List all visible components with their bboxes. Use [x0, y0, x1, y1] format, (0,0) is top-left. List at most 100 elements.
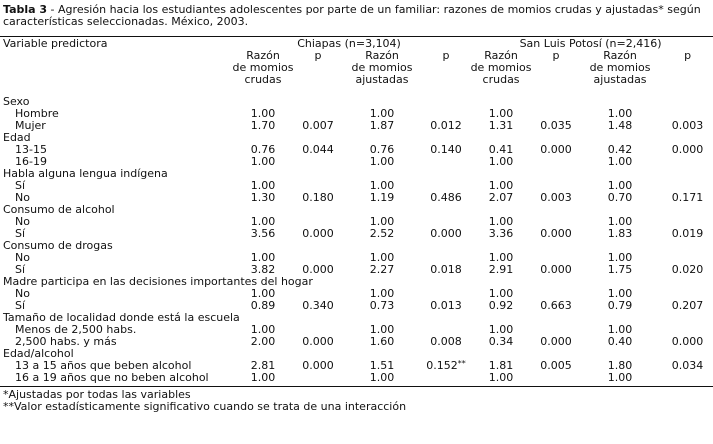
header-adjusted-or: Razón: [603, 49, 637, 62]
p-value-cell: 0.000: [540, 335, 572, 348]
p-value-cell: 0.018: [430, 263, 462, 276]
group-label: Edad/alcohol: [3, 347, 74, 360]
header-p: [534, 74, 578, 86]
odds-ratio-cell: 1.00: [250, 323, 276, 336]
header-crude-or: Razón: [484, 49, 518, 62]
group-label: Madre participa en las decisiones import…: [3, 275, 313, 288]
data-table: Variable predictora Chiapas (n=3,104) Sa…: [0, 38, 713, 384]
caption-text: - Agresión hacia los estudiantes adolesc…: [3, 3, 701, 28]
table-row: Sí 3.56 0.000 2.52 0.000 3.36 0.000 1.83 0.019: [0, 228, 713, 240]
table-row: No 1.30 0.180 1.19 0.486 2.07 0.003 0.70 0.171: [0, 192, 713, 204]
group-label: Habla alguna lengua indígena: [3, 167, 168, 180]
header-group-chiapas: Chiapas (n=3,104): [297, 37, 401, 50]
odds-ratio-cell: 3.36: [488, 227, 514, 240]
header-p: [296, 62, 340, 74]
odds-ratio-cell: 2.81: [250, 359, 276, 372]
odds-ratio-cell: 0.76: [250, 143, 276, 156]
p-value-cell: 0.000: [540, 227, 572, 240]
header-p: [424, 74, 468, 86]
p-value-cell: 0.005: [540, 359, 572, 372]
odds-ratio-cell: 1.00: [488, 287, 514, 300]
p-value-cell: 0.207: [671, 299, 704, 312]
odds-ratio-cell: 1.70: [250, 119, 276, 132]
group-label: Consumo de alcohol: [3, 203, 115, 216]
row-label: No: [15, 251, 30, 264]
group-label: Consumo de drogas: [3, 239, 113, 252]
footnote-adjusted: *Ajustadas por todas las variables: [3, 388, 191, 401]
odds-ratio-cell: 2.52: [369, 227, 395, 240]
p-value-cell: 0.663: [540, 299, 572, 312]
header-p: [662, 74, 713, 86]
row-label: Sí: [15, 227, 26, 240]
odds-ratio-cell: 1.00: [250, 371, 276, 384]
table-label: Tabla 3: [3, 3, 48, 16]
odds-ratio-cell: 1.00: [250, 107, 276, 120]
table-row: Sí 1.00 1.00 1.00 1.00: [0, 180, 713, 192]
odds-ratio-cell: 1.00: [607, 287, 633, 300]
header-spacer: [0, 50, 230, 62]
row-label: 2,500 habs. y más: [15, 335, 117, 348]
table-row: Sí 0.89 0.340 0.73 0.013 0.92 0.663 0.79 0.207: [0, 300, 713, 312]
table-row: Menos de 2,500 habs. 1.00 1.00 1.00 1.00: [0, 324, 713, 336]
odds-ratio-cell: 2.91: [488, 263, 514, 276]
odds-ratio-cell: 1.00: [369, 155, 395, 168]
odds-ratio-cell: 1.00: [488, 251, 514, 264]
row-label: Sí: [15, 299, 26, 312]
table-row: 16-19 1.00 1.00 1.00 1.00: [0, 156, 713, 168]
top-rule: [0, 36, 713, 37]
p-value-cell: 0.340: [302, 299, 334, 312]
header-crude-or: crudas: [244, 73, 282, 86]
p-value-cell: 0.007: [302, 119, 334, 132]
row-label: 16 a 19 años que no beben alcohol: [15, 371, 209, 384]
table-row: No 1.00 1.00 1.00 1.00: [0, 216, 713, 228]
row-label: 13 a 15 años que beben alcohol: [15, 359, 192, 372]
header-p: [296, 74, 340, 86]
group-row: Consumo de alcohol: [0, 204, 713, 216]
p-value-cell: 0.171: [671, 191, 704, 204]
p-value-cell: 0.000: [671, 143, 704, 156]
header-p: p: [314, 49, 322, 62]
row-label: Menos de 2,500 habs.: [15, 323, 137, 336]
odds-ratio-cell: 0.34: [488, 335, 514, 348]
odds-ratio-cell: 1.00: [369, 371, 395, 384]
p-value-cell: [534, 372, 578, 384]
p-value-cell: 0.000: [302, 359, 334, 372]
p-value-cell: 0.034: [671, 359, 704, 372]
row-label: 13-15: [15, 143, 47, 156]
header-adjusted-or: ajustadas: [355, 73, 409, 86]
odds-ratio-cell: 1.00: [607, 371, 633, 384]
p-value-cell: 0.044: [302, 143, 334, 156]
odds-ratio-cell: 2.07: [488, 191, 514, 204]
group-label: Tamaño de localidad donde está la escuel…: [3, 311, 240, 324]
p-value-cell: 0.152**: [426, 359, 466, 372]
bottom-rule: [0, 386, 713, 387]
table-row: Mujer 1.70 0.007 1.87 0.012 1.31 0.035 1.48 0.00…: [0, 120, 713, 132]
odds-ratio-cell: 1.75: [607, 263, 633, 276]
header-crude-or: Razón: [246, 49, 280, 62]
odds-ratio-cell: 1.00: [607, 251, 633, 264]
header-crude-or: de momios: [470, 61, 532, 74]
group-row: Edad/alcohol: [0, 348, 713, 360]
p-value-cell: 0.140: [430, 143, 462, 156]
table-row: No 1.00 1.00 1.00 1.00: [0, 252, 713, 264]
group-row: Habla alguna lengua indígena: [0, 168, 713, 180]
odds-ratio-cell: 1.00: [250, 215, 276, 228]
p-value-cell: 0.000: [540, 263, 572, 276]
header-p: [662, 62, 713, 74]
odds-ratio-cell: 0.76: [369, 143, 395, 156]
odds-ratio-cell: 1.00: [488, 155, 514, 168]
header-crude-or: crudas: [482, 73, 520, 86]
odds-ratio-cell: 3.56: [250, 227, 276, 240]
group-row: Consumo de drogas: [0, 240, 713, 252]
p-value-cell: 0.000: [302, 227, 334, 240]
p-value-cell: 0.000: [540, 143, 572, 156]
table-row: 13-15 0.76 0.044 0.76 0.140 0.41 0.000 0.42 0.00…: [0, 144, 713, 156]
odds-ratio-cell: 1.51: [369, 359, 395, 372]
row-label: Mujer: [15, 119, 46, 132]
p-value-cell: 0.000: [671, 335, 704, 348]
odds-ratio-cell: 1.00: [369, 215, 395, 228]
row-label: Sí: [15, 179, 26, 192]
odds-ratio-cell: 1.00: [250, 287, 276, 300]
odds-ratio-cell: 1.00: [488, 371, 514, 384]
